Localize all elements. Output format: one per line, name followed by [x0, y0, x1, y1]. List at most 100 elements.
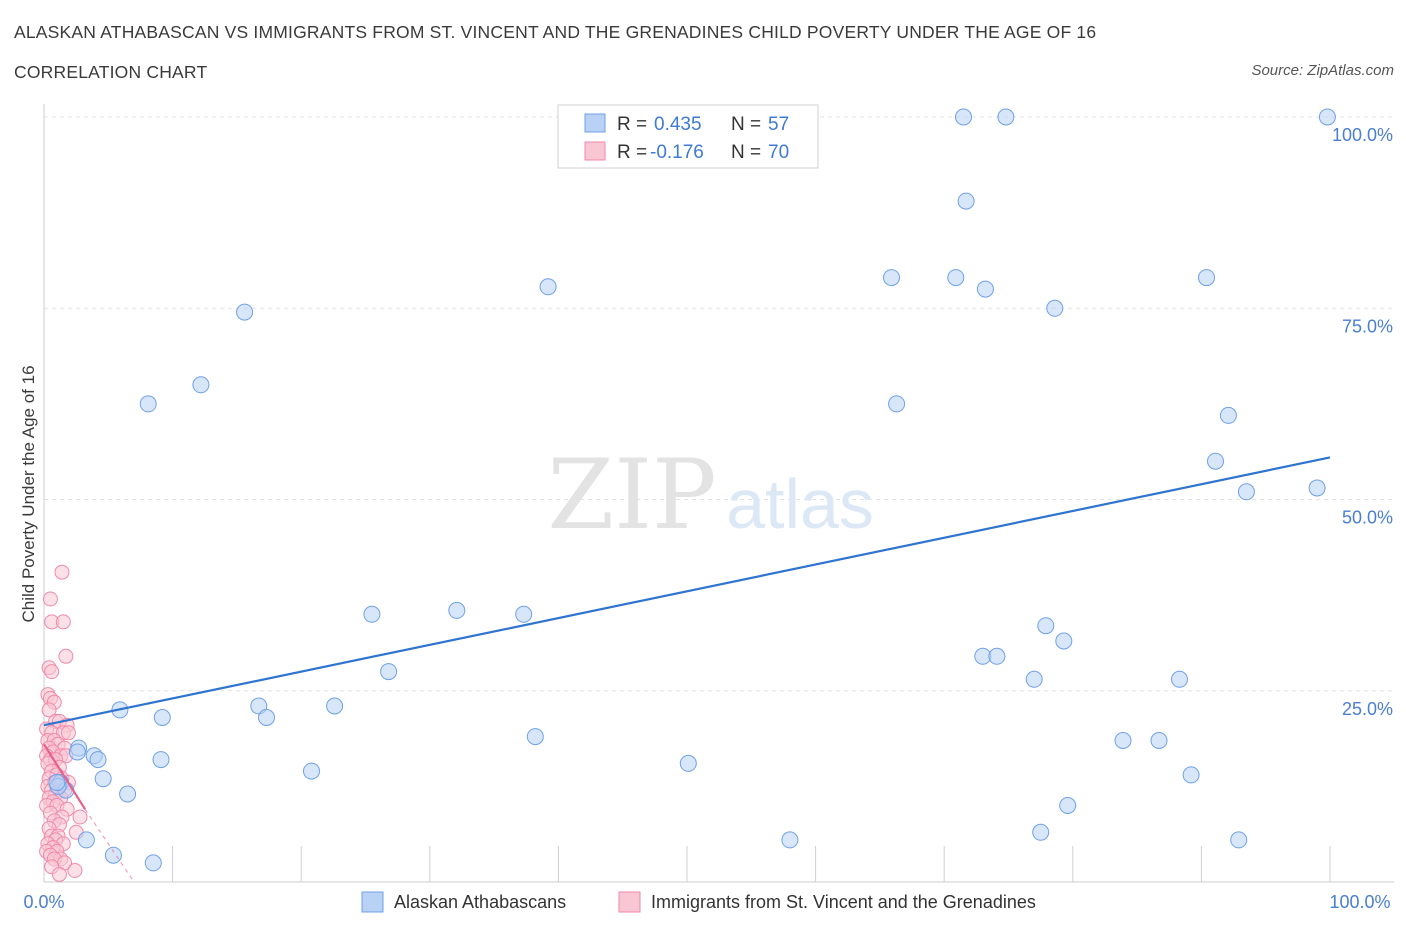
point-athabascans-19 [448, 601, 466, 619]
stats-row-blue: R = 0.435 N = 57 [584, 113, 789, 135]
point-athabascans-46 [119, 785, 137, 803]
point-athabascans-52 [104, 846, 122, 864]
watermark-atlas: atlas [726, 465, 874, 543]
point-athabascans-13 [888, 395, 906, 413]
point-athabascans-33 [526, 728, 544, 746]
point-athabascans-28 [326, 697, 344, 715]
point-athabascans-25 [380, 663, 398, 681]
point-athabascans-40 [303, 762, 320, 780]
point-immigrants-3 [55, 614, 71, 630]
watermark: ZIP atlas [547, 439, 874, 551]
point-athabascans-49 [781, 831, 799, 849]
stats-row-pink: R = -0.176 N = 70 [584, 141, 789, 163]
stats-n-label: N = [731, 142, 761, 163]
point-athabascans-27 [1171, 670, 1188, 688]
stats-n-label: N = [731, 114, 761, 135]
series-immigrants-points [39, 564, 88, 882]
chart-subtitle: CORRELATION CHART [14, 62, 208, 82]
stats-r-label: R = [617, 114, 647, 135]
stats-swatch-blue [584, 113, 606, 133]
point-athabascans-42 [1182, 766, 1200, 784]
point-athabascans-14 [1219, 406, 1237, 424]
legend-swatch-immigrants [618, 891, 641, 913]
point-athabascans-1 [997, 108, 1015, 126]
y-tick-label-100: 100.0% [1332, 125, 1393, 145]
trend-line-athabascans [43, 456, 1331, 727]
stats-r-label: R = [617, 142, 647, 163]
point-athabascans-17 [1308, 479, 1326, 497]
point-athabascans-23 [974, 647, 992, 665]
x-tick-marks [43, 846, 1331, 882]
point-athabascans-47 [1059, 797, 1077, 814]
point-athabascans-7 [1198, 269, 1215, 287]
stats-legend: R = 0.435 N = 57 R = -0.176 N = 70 [557, 104, 819, 169]
point-athabascans-8 [1046, 299, 1064, 317]
point-athabascans-10 [236, 303, 254, 321]
series-athabascans-points [48, 108, 1336, 872]
stats-swatch-pink [584, 141, 606, 161]
point-athabascans-35 [1150, 732, 1168, 749]
point-athabascans-5 [947, 269, 965, 287]
point-athabascans-26 [1025, 670, 1043, 688]
point-immigrants-17 [60, 725, 76, 741]
legend-label-athabascans: Alaskan Athabascans [394, 892, 566, 912]
point-athabascans-43 [94, 770, 112, 788]
point-athabascans-31 [153, 709, 171, 726]
trend-line-immigrants [43, 743, 87, 810]
point-athabascans-39 [152, 751, 170, 769]
point-athabascans-0 [955, 108, 972, 126]
point-immigrants-0 [54, 564, 70, 580]
point-athabascans-56 [48, 774, 66, 791]
stats-n-value: 57 [768, 114, 789, 135]
y-tick-labels: 25.0% 50.0% 75.0% 100.0% [1332, 125, 1393, 719]
point-athabascans-38 [89, 751, 107, 769]
point-athabascans-54 [68, 743, 86, 761]
y-tick-label-25: 25.0% [1342, 699, 1393, 719]
point-athabascans-50 [1230, 831, 1248, 849]
point-athabascans-16 [1237, 483, 1255, 501]
point-athabascans-51 [77, 831, 95, 849]
legend-label-immigrants: Immigrants from St. Vincent and the Gren… [651, 892, 1036, 912]
point-athabascans-21 [1037, 617, 1055, 635]
point-athabascans-15 [1207, 452, 1224, 470]
point-immigrants-69 [51, 866, 67, 882]
point-athabascans-12 [139, 395, 157, 413]
stats-r-value: 0.435 [654, 114, 702, 135]
point-immigrants-67 [67, 863, 83, 878]
point-athabascans-24 [988, 647, 1006, 665]
grid-lines [44, 116, 1394, 692]
source-credit: Source: ZipAtlas.com [1251, 62, 1394, 79]
point-athabascans-30 [258, 709, 275, 726]
point-athabascans-4 [883, 269, 900, 287]
point-immigrants-50 [72, 809, 88, 825]
point-athabascans-53 [144, 854, 162, 872]
trend-lines [43, 456, 1331, 883]
point-athabascans-9 [539, 278, 557, 296]
series-legend: Alaskan Athabascans Immigrants from St. … [361, 891, 1036, 913]
legend-swatch-athabascans [361, 891, 384, 913]
y-axis-label: Child Poverty Under the Age of 16 [19, 365, 38, 622]
point-athabascans-6 [976, 280, 994, 298]
point-athabascans-11 [192, 376, 210, 394]
x-tick-label-min: 0.0% [23, 892, 64, 912]
point-immigrants-10 [41, 702, 57, 718]
point-athabascans-34 [1114, 732, 1132, 749]
point-athabascans-3 [957, 192, 975, 210]
point-athabascans-18 [363, 605, 381, 623]
trend-line-immigrants-extension [84, 808, 135, 883]
point-immigrants-4 [58, 648, 74, 664]
point-athabascans-48 [1032, 823, 1050, 841]
point-athabascans-22 [1055, 632, 1073, 650]
point-athabascans-2 [1318, 108, 1336, 126]
point-athabascans-20 [515, 605, 533, 623]
watermark-zip: ZIP [547, 439, 716, 551]
x-tick-label-max: 100.0% [1329, 892, 1390, 912]
stats-r-value: -0.176 [650, 142, 704, 163]
point-immigrants-1 [42, 591, 58, 607]
point-immigrants-6 [44, 664, 60, 680]
chart-title: ALASKAN ATHABASCAN VS IMMIGRANTS FROM ST… [14, 22, 1097, 42]
y-tick-label-75: 75.0% [1342, 316, 1393, 336]
stats-n-value: 70 [768, 142, 789, 163]
y-tick-label-50: 50.0% [1342, 508, 1393, 528]
point-athabascans-41 [679, 754, 697, 772]
